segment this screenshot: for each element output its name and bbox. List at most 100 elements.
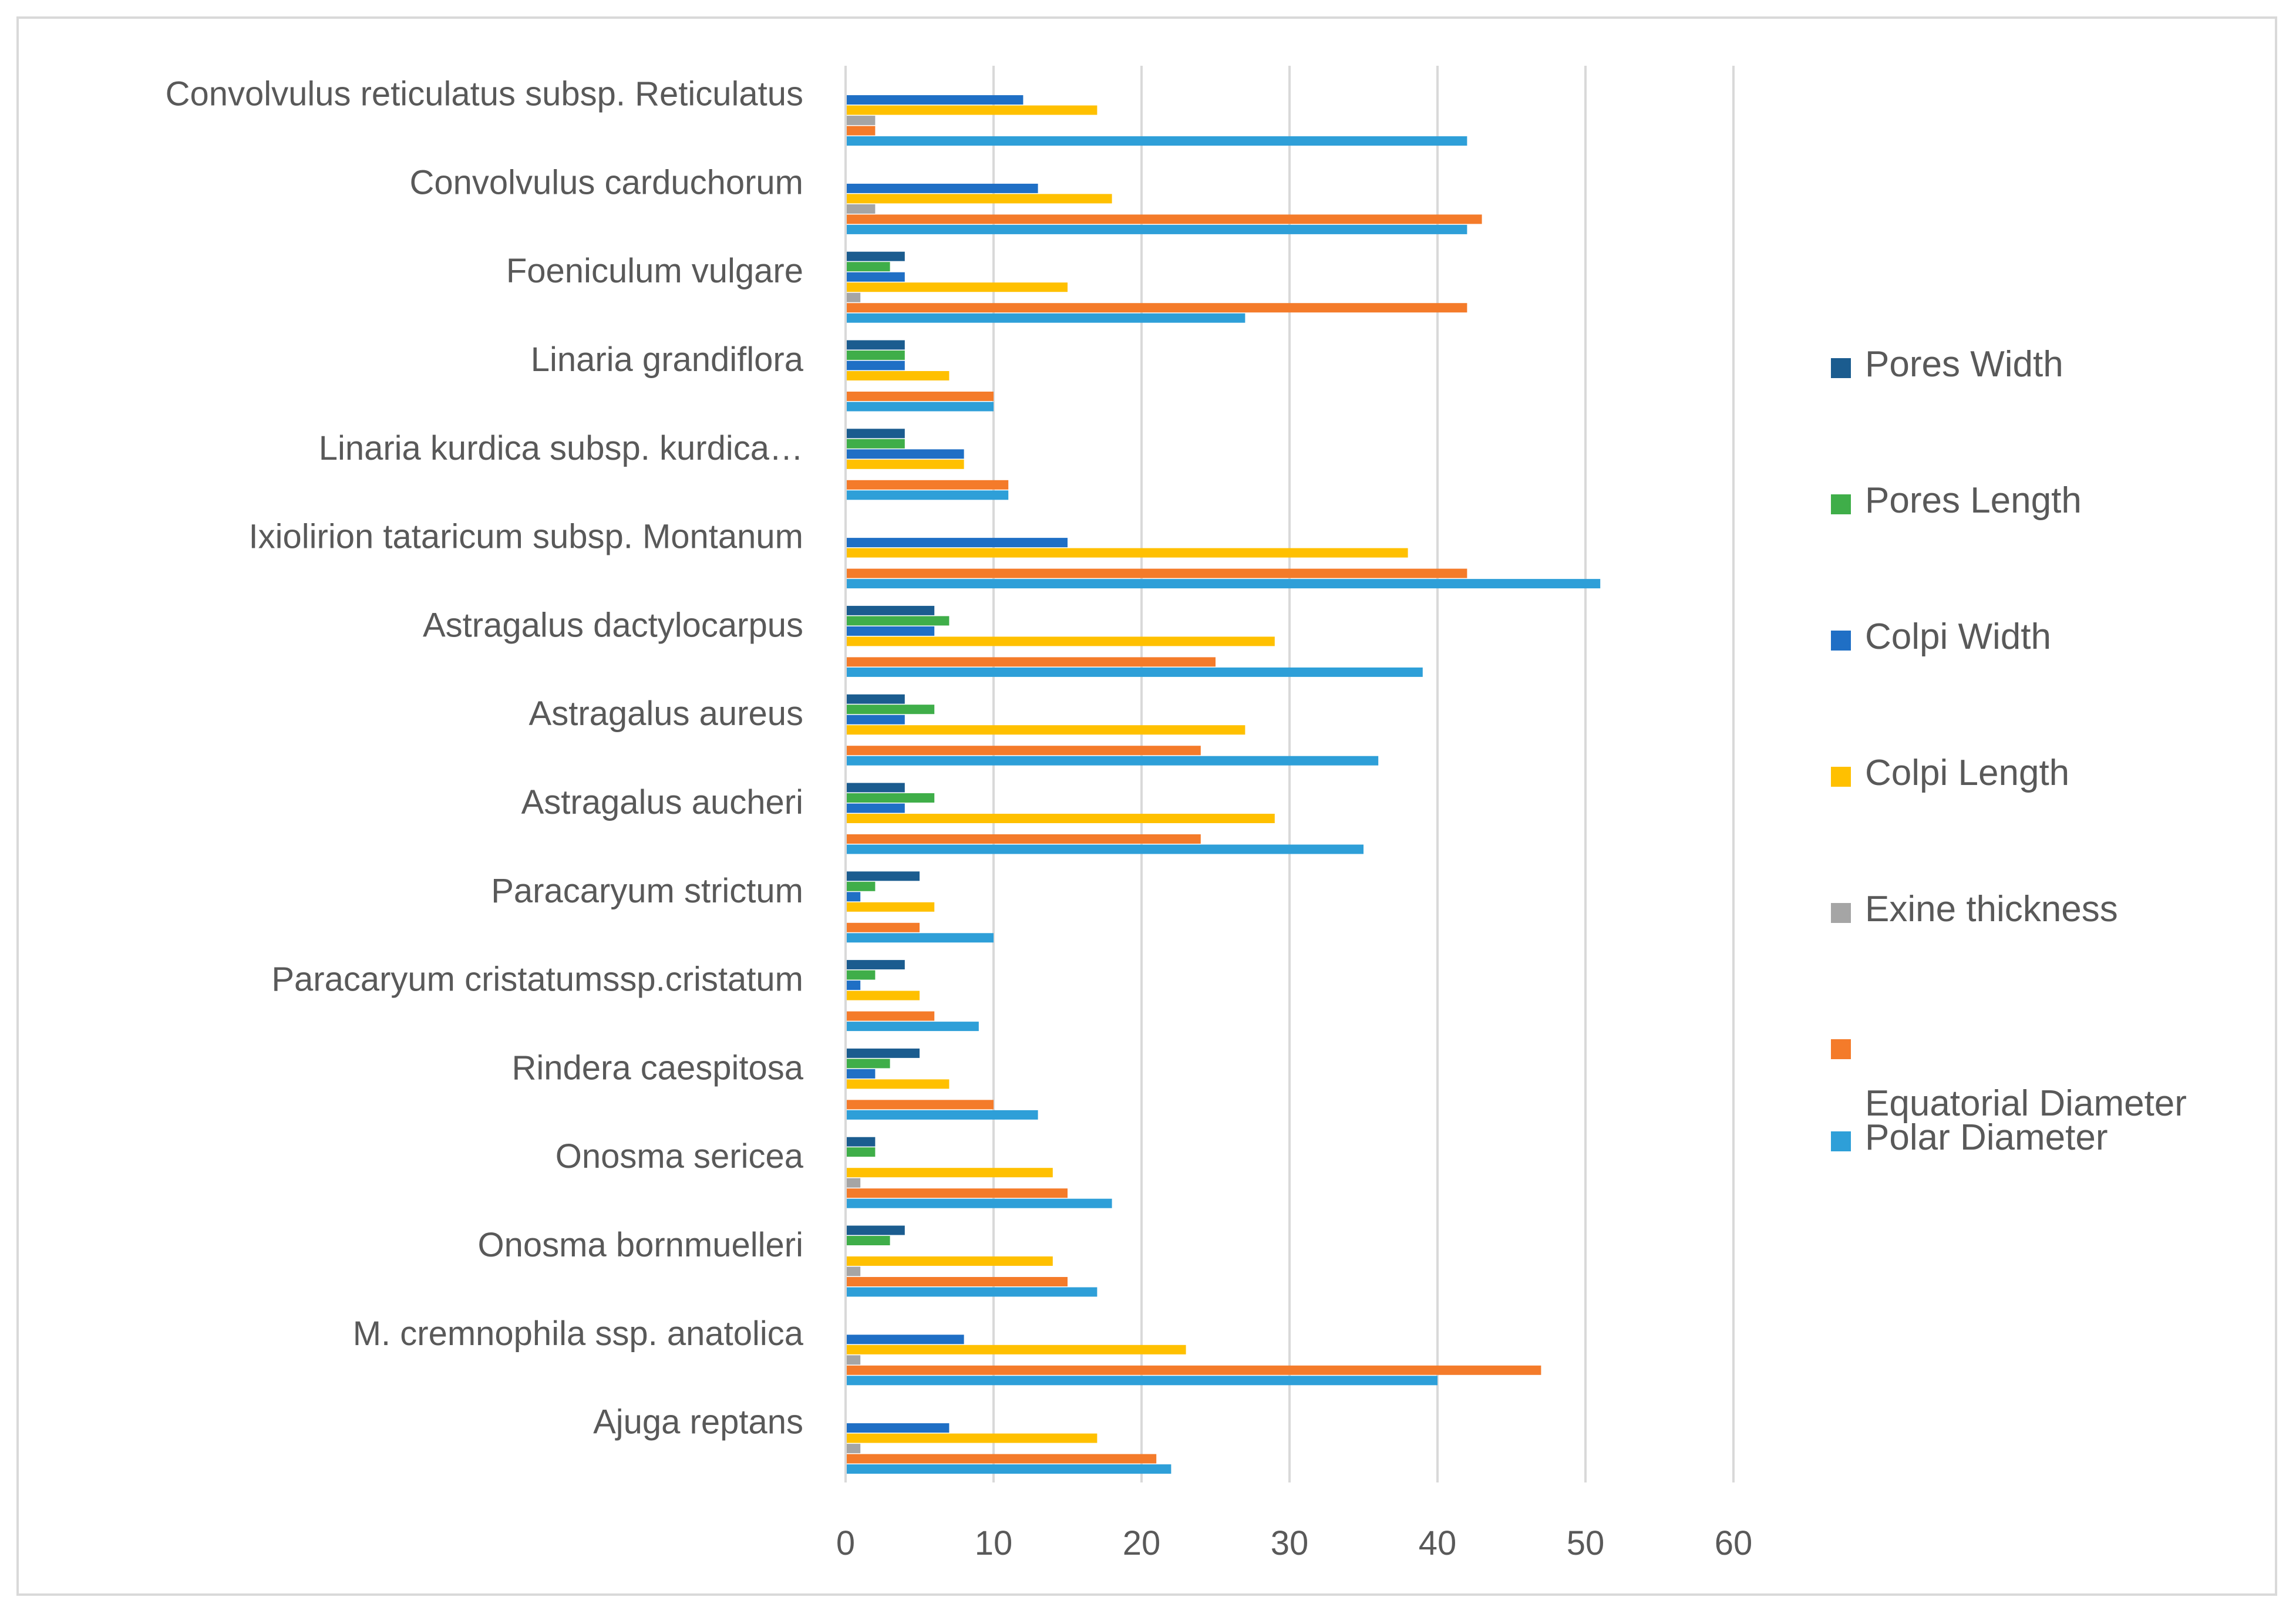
axes: 0 10 20 30 40 50 60 Ajuga reptans M. cremnophila… [166, 66, 1753, 1562]
bar-colpi-length [846, 282, 1068, 292]
bar-exine-thickness [846, 292, 861, 302]
legend-label: Colpi Width [1865, 616, 2051, 657]
bar-pores-width [846, 694, 905, 704]
bar-colpi-length [846, 548, 1408, 558]
bar-exine-thickness [846, 1266, 861, 1276]
bar-pores-width [846, 1048, 920, 1058]
bar-pores-length [846, 1147, 876, 1157]
bar-equatorial-diameter [846, 922, 920, 932]
legend-label: Polar Diameter [1865, 1117, 2108, 1158]
bar-pores-length [846, 351, 905, 360]
bar-colpi-length [846, 1168, 1053, 1178]
legend-swatch [1831, 358, 1851, 378]
category-label: M. cremnophila ssp. anatolica [353, 1315, 804, 1353]
category-label: Paracaryum cristatumssp.cristatum [271, 961, 803, 999]
bar-pores-width [846, 960, 905, 970]
bar-colpi-width [846, 360, 905, 370]
bar-equatorial-diameter [846, 480, 1009, 490]
bar-pores-length [846, 970, 876, 980]
bar-equatorial-diameter [846, 1365, 1541, 1375]
bar-pores-width [846, 340, 905, 350]
bar-exine-thickness [846, 1178, 861, 1188]
x-tick-label: 60 [1715, 1524, 1753, 1562]
bar-colpi-width [846, 980, 861, 990]
bar-equatorial-diameter [846, 746, 1201, 756]
bar-pores-width [846, 1225, 905, 1235]
bar-equatorial-diameter [846, 214, 1482, 224]
bar-colpi-length [846, 725, 1245, 735]
category-label: Onosma sericea [556, 1137, 804, 1175]
category-label: Ixiolirion tataricum subsp. Montanum [248, 518, 803, 556]
bar-colpi-width [846, 1335, 964, 1345]
bar-colpi-length [846, 459, 964, 469]
category-label: Linaria kurdica subsp. kurdica… [319, 429, 803, 467]
bar-colpi-length [846, 636, 1275, 646]
bar-colpi-width [846, 1423, 950, 1433]
category-label: Onosma bornmuelleri [478, 1226, 803, 1264]
legend-label: Pores Length [1865, 480, 2082, 521]
bar-colpi-length [846, 1079, 950, 1089]
legend-swatch [1831, 631, 1851, 651]
legend-swatch [1831, 494, 1851, 514]
bar-pores-length [846, 439, 905, 449]
bar-equatorial-diameter [846, 1188, 1068, 1198]
bar-polar-diameter [846, 402, 994, 412]
bar-polar-diameter [846, 1464, 1171, 1474]
bar-colpi-length [846, 1433, 1097, 1443]
bar-polar-diameter [846, 667, 1423, 677]
bar-colpi-length [846, 1256, 1053, 1266]
bar-pores-width [846, 783, 905, 793]
bar-colpi-length [846, 371, 950, 380]
x-tick-label: 50 [1567, 1524, 1605, 1562]
chart-frame [16, 16, 2277, 1596]
category-label: Astragalus dactylocarpus [423, 606, 803, 644]
legend-label: Equatorial Diameter [1865, 1083, 2187, 1124]
bar-colpi-length [846, 194, 1112, 204]
category-label: Astragalus aucheri [521, 783, 803, 821]
bar-colpi-length [846, 1345, 1186, 1354]
bar-colpi-length [846, 902, 935, 912]
bar-polar-diameter [846, 933, 994, 943]
bar-polar-diameter [846, 1376, 1437, 1386]
bar-equatorial-diameter [846, 1277, 1068, 1286]
bar-pores-width [846, 429, 905, 439]
bar-pores-length [846, 705, 935, 715]
bar-polar-diameter [846, 1287, 1097, 1297]
bar-colpi-length [846, 105, 1097, 115]
bar-pores-width [846, 1137, 876, 1147]
bar-colpi-length [846, 814, 1275, 823]
bar-colpi-width [846, 95, 1024, 105]
bar-pores-length [846, 262, 890, 272]
bar-polar-diameter [846, 224, 1467, 234]
bar-colpi-width [846, 803, 905, 813]
bar-equatorial-diameter [846, 392, 994, 401]
bar-pores-length [846, 1059, 890, 1069]
bar-equatorial-diameter [846, 1454, 1157, 1464]
bar-colpi-width [846, 626, 935, 636]
bar-equatorial-diameter [846, 1100, 994, 1110]
bar-polar-diameter [846, 1022, 979, 1032]
bar-polar-diameter [846, 490, 1009, 500]
x-tick-label: 0 [836, 1524, 855, 1562]
category-label: Convolvulus carduchorum [409, 163, 803, 201]
x-tick-label: 20 [1123, 1524, 1161, 1562]
x-tick-label: 30 [1271, 1524, 1309, 1562]
bar-polar-diameter [846, 1198, 1112, 1208]
x-tick-label: 40 [1419, 1524, 1457, 1562]
category-label: Convolvulus reticulatus subsp. Reticulat… [166, 75, 803, 113]
category-label: Paracaryum strictum [491, 872, 803, 910]
category-label: Foeniculum vulgare [506, 252, 803, 290]
bar-pores-width [846, 871, 920, 881]
bar-colpi-width [846, 449, 964, 459]
bar-pores-length [846, 1236, 890, 1245]
bar-exine-thickness [846, 1355, 861, 1365]
bar-equatorial-diameter [846, 1011, 935, 1021]
category-label: Linaria grandiflora [531, 341, 804, 379]
bar-exine-thickness [846, 116, 876, 126]
bar-colpi-length [846, 990, 920, 1000]
bar-equatorial-diameter [846, 834, 1201, 844]
legend-swatch [1831, 1131, 1851, 1151]
bar-polar-diameter [846, 844, 1364, 854]
bar-pores-length [846, 881, 876, 891]
